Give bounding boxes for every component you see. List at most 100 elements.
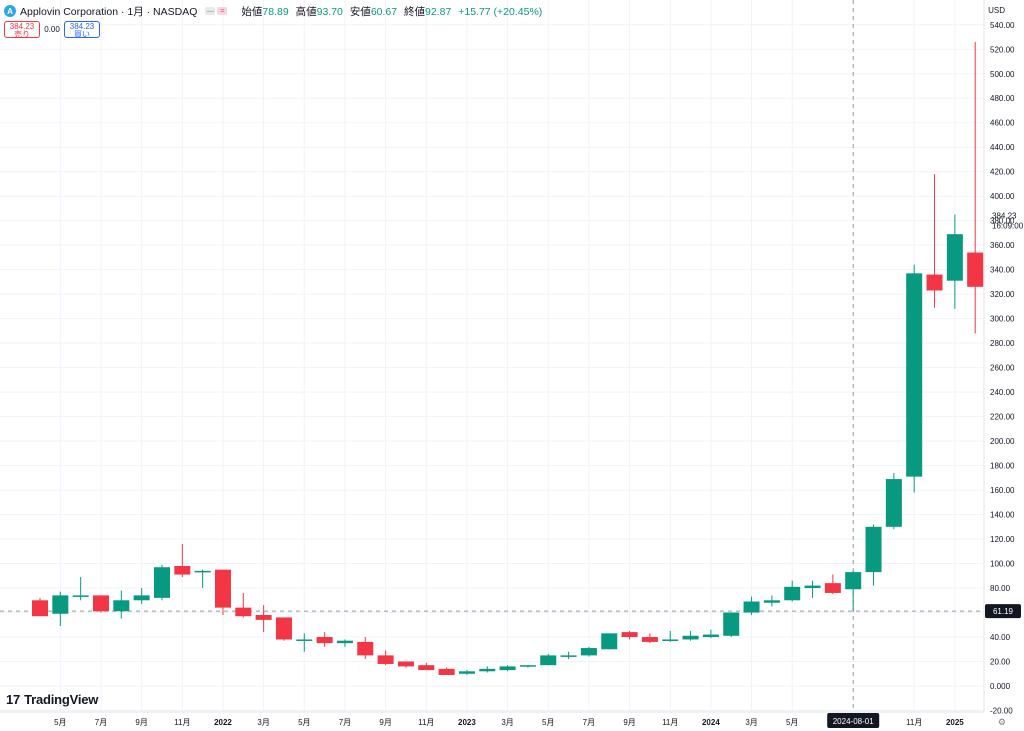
candle-body bbox=[113, 600, 130, 612]
candle-down[interactable] bbox=[357, 637, 374, 660]
time-axis[interactable]: 5月 7月 9月 11月 2022 3月 5月 7月 9月 11月 2023 3月 5月 7月 9月 11月 2… bbox=[54, 718, 964, 727]
candle-body bbox=[824, 583, 841, 593]
candle-up[interactable] bbox=[946, 214, 963, 309]
candle-body bbox=[52, 595, 69, 614]
candle-up[interactable] bbox=[580, 646, 597, 657]
candle-down[interactable] bbox=[824, 574, 841, 595]
y-tick-label: 240.00 bbox=[990, 388, 1015, 397]
candle-body bbox=[519, 665, 536, 667]
candle-body bbox=[580, 648, 597, 656]
x-tick-label: 5月 bbox=[54, 718, 66, 727]
candle-body bbox=[438, 668, 455, 675]
candle-body bbox=[743, 601, 760, 613]
candle-down[interactable] bbox=[32, 597, 48, 617]
candle-body bbox=[458, 671, 475, 674]
candle-up[interactable] bbox=[153, 564, 170, 601]
candle-up[interactable] bbox=[763, 595, 780, 607]
candle-body bbox=[621, 632, 638, 638]
candle-up[interactable] bbox=[133, 588, 150, 604]
candle-down[interactable] bbox=[377, 650, 394, 666]
candle-up[interactable] bbox=[906, 264, 923, 493]
candle-up[interactable] bbox=[540, 654, 557, 666]
candle-down[interactable] bbox=[92, 595, 109, 613]
candle-up[interactable] bbox=[479, 666, 496, 673]
candle-up[interactable] bbox=[336, 639, 353, 647]
sell-price: 384.23 bbox=[9, 22, 35, 31]
candle-up[interactable] bbox=[723, 612, 740, 638]
candle-down[interactable] bbox=[641, 633, 658, 644]
gear-icon[interactable]: ⚙ bbox=[997, 717, 1006, 727]
mode-dash-icon[interactable]: — bbox=[205, 7, 216, 15]
candle-up[interactable] bbox=[458, 670, 475, 675]
x-tick-label: 11月 bbox=[418, 718, 434, 727]
tradingview-logo[interactable]: 17 TradingView bbox=[6, 692, 98, 707]
candle-up[interactable] bbox=[804, 580, 821, 598]
candle-down[interactable] bbox=[926, 174, 943, 308]
high-label: 高値 bbox=[295, 5, 317, 18]
candle-down[interactable] bbox=[621, 630, 638, 640]
candle-up[interactable] bbox=[52, 591, 69, 626]
candle-down[interactable] bbox=[418, 662, 435, 671]
grid-lines bbox=[0, 0, 984, 712]
price-axis[interactable]: -20.000.00020.0040.0060.0080.00100.00120… bbox=[990, 21, 1015, 716]
y-tick-label: 200.00 bbox=[990, 437, 1015, 446]
high-value: 93.70 bbox=[316, 5, 343, 18]
candle-body bbox=[32, 600, 48, 617]
y-tick-label: 380.00 bbox=[990, 217, 1015, 226]
candle-up[interactable] bbox=[72, 577, 89, 601]
candle-down[interactable] bbox=[275, 617, 292, 641]
candle-body bbox=[72, 595, 89, 597]
candle-body bbox=[275, 617, 292, 640]
candle-up[interactable] bbox=[885, 472, 902, 530]
change-value: +15.77 (+20.45%) bbox=[458, 5, 543, 18]
buy-price: 384.23 bbox=[69, 22, 95, 31]
candle-body bbox=[133, 595, 150, 601]
candle-down[interactable] bbox=[255, 605, 272, 633]
mode-equals-icon[interactable]: = bbox=[217, 7, 228, 15]
candle-body bbox=[723, 612, 740, 636]
candle-up[interactable] bbox=[296, 633, 313, 652]
y-tick-label: 260.00 bbox=[990, 364, 1015, 373]
candle-down[interactable] bbox=[174, 543, 191, 578]
countdown-label: 16:09:00 bbox=[992, 222, 1024, 231]
candle-body bbox=[499, 666, 516, 671]
candle-up[interactable] bbox=[845, 570, 862, 612]
candle-down[interactable] bbox=[438, 667, 455, 675]
candle-up[interactable] bbox=[784, 580, 801, 602]
candles[interactable] bbox=[32, 41, 984, 675]
chart-mode-toggle[interactable]: — = bbox=[205, 7, 228, 15]
candle-up[interactable] bbox=[519, 665, 536, 668]
candle-body bbox=[865, 526, 882, 573]
candle-up[interactable] bbox=[662, 630, 679, 642]
candle-down[interactable] bbox=[235, 592, 252, 618]
candle-down[interactable] bbox=[397, 661, 414, 668]
candle-up[interactable] bbox=[499, 665, 516, 672]
open-label: 始値 bbox=[241, 5, 263, 18]
x-tick-label: 3月 bbox=[501, 718, 513, 727]
symbol-title[interactable]: Applovin Corporation · 1月 · NASDAQ bbox=[20, 5, 198, 18]
y-tick-label: 20.00 bbox=[990, 658, 1011, 667]
candle-body bbox=[763, 600, 780, 603]
candle-up[interactable] bbox=[194, 569, 211, 589]
candle-up[interactable] bbox=[560, 651, 577, 660]
candle-up[interactable] bbox=[601, 633, 618, 650]
candle-down[interactable] bbox=[967, 41, 984, 334]
candle-up[interactable] bbox=[743, 596, 760, 615]
y-tick-label: 220.00 bbox=[990, 413, 1015, 422]
sell-button[interactable]: 384.23 売り bbox=[4, 21, 40, 39]
y-tick-label: 180.00 bbox=[990, 462, 1015, 471]
candle-up[interactable] bbox=[113, 590, 130, 619]
candle-up[interactable] bbox=[865, 524, 882, 586]
candle-down[interactable] bbox=[316, 632, 333, 647]
candle-up[interactable] bbox=[702, 629, 719, 639]
x-tick-label: 5月 bbox=[542, 718, 554, 727]
buy-button[interactable]: 384.23 買い bbox=[64, 21, 100, 39]
candle-down[interactable] bbox=[214, 569, 231, 615]
y-tick-label: 120.00 bbox=[990, 535, 1015, 544]
currency-label[interactable]: USD bbox=[988, 6, 1005, 15]
candle-body bbox=[946, 234, 963, 281]
candle-up[interactable] bbox=[682, 630, 699, 641]
candle-body bbox=[235, 607, 252, 617]
y-tick-label: 360.00 bbox=[990, 241, 1015, 250]
